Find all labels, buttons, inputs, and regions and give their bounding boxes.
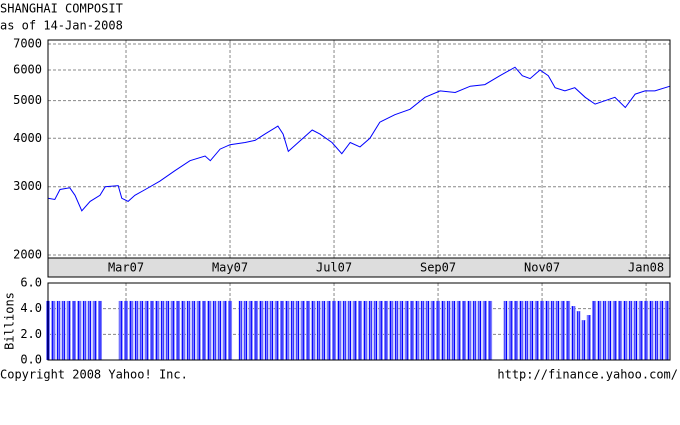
y-tick-label: 2000	[13, 248, 42, 262]
x-tick-label: Jan08	[628, 261, 664, 275]
y-tick-label: 5000	[13, 93, 42, 107]
y-tick-label: 6.0	[20, 276, 42, 290]
y-tick-label: 3000	[13, 179, 42, 193]
chart-subtitle: as of 14-Jan-2008	[0, 19, 123, 33]
copyright: Copyright 2008 Yahoo! Inc.	[0, 368, 188, 382]
x-tick-label: Nov07	[524, 261, 560, 275]
y-axis-label: Billions	[3, 292, 17, 350]
plot-frame	[47, 282, 671, 361]
y-tick-label: 4.0	[20, 301, 42, 315]
date-band-frame	[47, 257, 671, 278]
y-tick-label: 7000	[13, 37, 42, 51]
price-line	[47, 66, 671, 212]
y-tick-label: 0.0	[20, 353, 42, 367]
y-tick-label: 4000	[13, 131, 42, 145]
x-tick-label: Jul07	[316, 261, 352, 275]
source-url: http://finance.yahoo.com/	[497, 368, 678, 382]
x-tick-label: Sep07	[420, 261, 456, 275]
y-tick-label: 2.0	[20, 327, 42, 341]
chart-title: SHANGHAI COMPOSIT	[0, 2, 123, 16]
x-tick-label: Mar07	[108, 261, 144, 275]
y-tick-label: 6000	[13, 62, 42, 76]
date-band	[48, 258, 670, 277]
x-tick-label: May07	[212, 261, 248, 275]
